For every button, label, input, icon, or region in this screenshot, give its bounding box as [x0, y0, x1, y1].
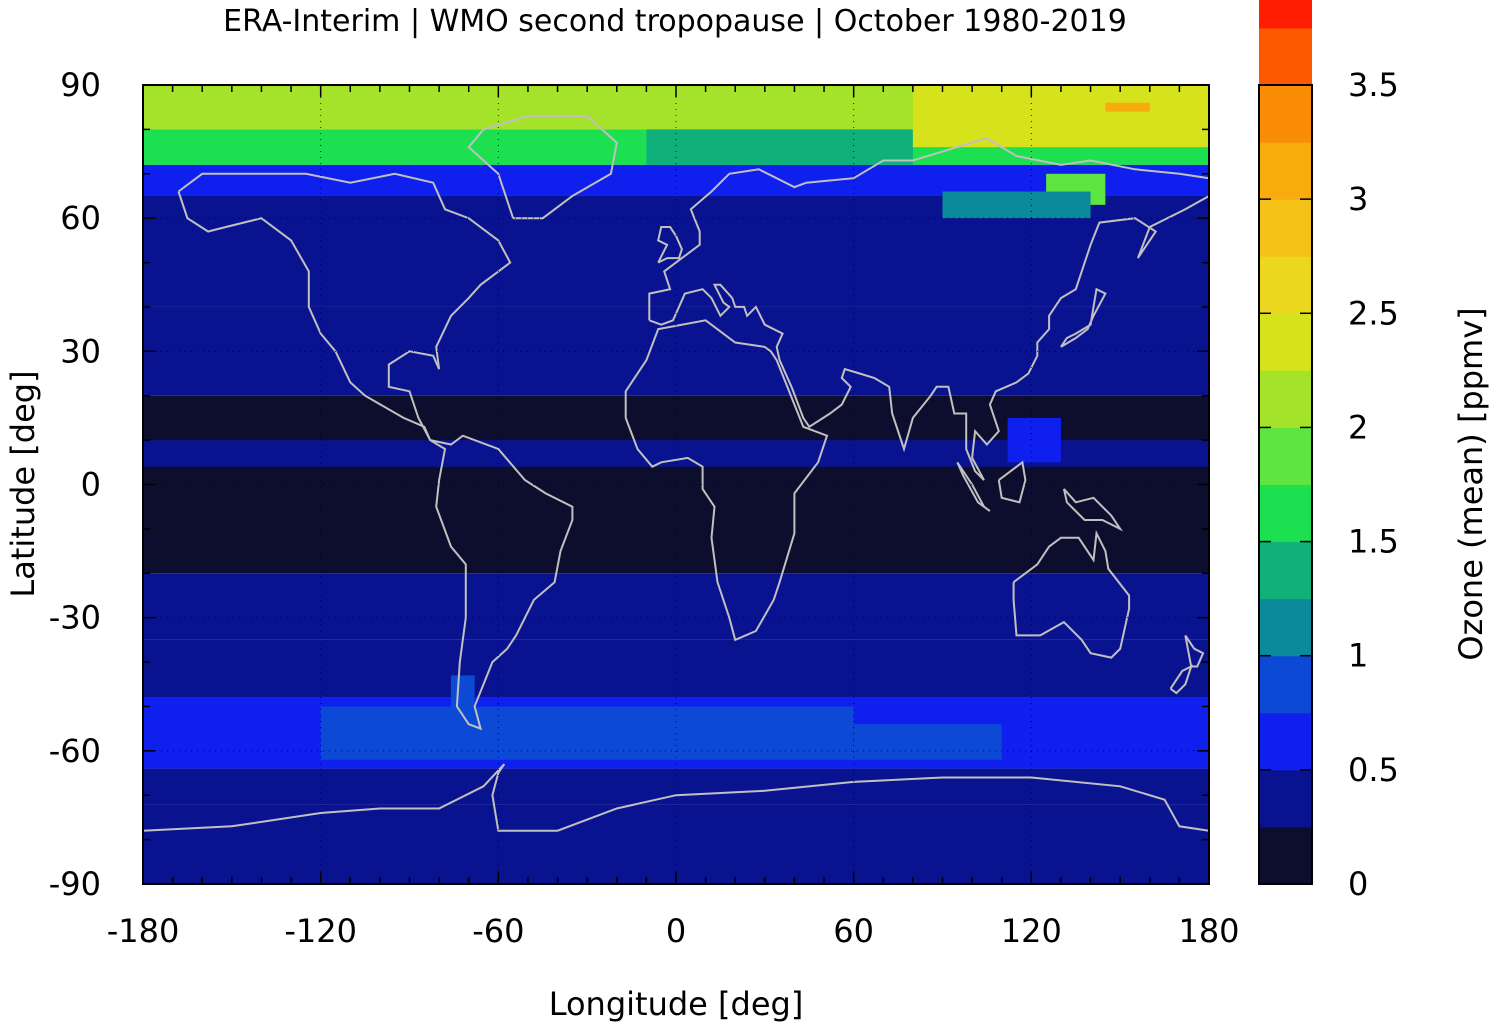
y-tick-label: -30 [49, 599, 101, 637]
x-tick-label: 180 [1178, 912, 1239, 950]
field-feature-2 [853, 724, 1002, 760]
colorbar: 3.5 3 2.5 2 1.5 1 0.5 0 [1258, 0, 1399, 903]
y-axis-label: Latitude [deg] [4, 370, 42, 597]
colorbar-frame [1258, 84, 1313, 885]
coastline-8 [956, 461, 991, 512]
latitude-band-9 [143, 768, 1209, 805]
x-tick-label: 60 [833, 912, 874, 950]
field-feature-9 [1007, 417, 1061, 463]
colorbar-tick-label: 0.5 [1348, 751, 1399, 789]
grid-lines [143, 85, 1209, 884]
x-tick-label: 0 [666, 912, 686, 950]
colorbar-swatch [1259, 484, 1312, 543]
colorbar-swatch [1259, 199, 1312, 257]
colorbar-swatch [1259, 85, 1312, 143]
coastline-9 [997, 460, 1027, 504]
colorbar-swatch [1259, 427, 1312, 485]
colorbar-swatch [1259, 0, 1312, 29]
colorbar-swatch [1259, 598, 1312, 657]
coastline-7 [1060, 287, 1107, 348]
colorbar-tick-label: 2 [1348, 408, 1368, 446]
x-tick-label: -60 [472, 912, 524, 950]
colorbar-swatch [1259, 142, 1312, 200]
colorbar-swatch [1259, 769, 1312, 828]
field-feature-8 [942, 191, 1091, 219]
coastline-0 [177, 172, 574, 731]
latitude-band-2 [143, 164, 1209, 196]
colorbar-label: Ozone (mean) [ppmv] [1452, 307, 1490, 660]
colorbar-swatch [1259, 655, 1312, 714]
y-tick-label: 90 [60, 66, 101, 104]
colorbar-swatch [1259, 712, 1312, 771]
coastline-2 [624, 319, 829, 642]
coastline-11 [1184, 634, 1205, 668]
coastline-3 [648, 137, 1210, 481]
colorbar-tick-label: 0 [1348, 865, 1368, 903]
chart-title: ERA-Interim | WMO second tropopause | Oc… [223, 4, 1127, 39]
colorbar-tick-label: 1.5 [1348, 523, 1399, 561]
coastline-4 [1012, 529, 1131, 659]
field-feature-3 [450, 675, 475, 729]
colorbar-swatch [1259, 826, 1312, 885]
colorbar-swatch [1259, 541, 1312, 600]
coastline-10 [1062, 488, 1124, 532]
field-feature-4 [646, 129, 913, 165]
x-tick-label: -180 [107, 912, 180, 950]
x-axis-label: Longitude [deg] [549, 985, 804, 1023]
colorbar-tick-label: 2.5 [1348, 294, 1399, 332]
latitude-band-7 [143, 639, 1209, 698]
y-tick-label: -90 [49, 865, 101, 903]
coastline-5 [142, 763, 1210, 832]
coastlines-overlay [142, 115, 1210, 832]
colorbar-swatch [1259, 370, 1312, 428]
colorbar-tick-label: 3.5 [1348, 66, 1399, 104]
y-tick-label: 60 [60, 199, 101, 237]
latitude-band-6 [143, 573, 1209, 640]
axes: -180 -120 -60 0 60 120 180 90 60 30 0 -30 -60 -90 [49, 66, 1240, 950]
field-feature-5 [912, 85, 1209, 148]
colorbar-swatch [1259, 313, 1312, 371]
x-tick-label: 120 [1001, 912, 1062, 950]
colorbar-swatch [1259, 27, 1312, 86]
coastline-12 [1169, 664, 1193, 695]
coastline-6 [657, 226, 683, 264]
field-feature-6 [1105, 102, 1150, 112]
coastline-1 [467, 115, 618, 220]
colorbar-tick-label: 3 [1348, 180, 1368, 218]
y-tick-label: 0 [81, 466, 101, 504]
colorbar-swatch [1259, 256, 1312, 314]
y-tick-label: 30 [60, 332, 101, 370]
field-feature-1 [320, 706, 854, 760]
colorbar-tick-label: 1 [1348, 637, 1368, 675]
y-tick-label: -60 [49, 732, 101, 770]
x-tick-label: -120 [284, 912, 357, 950]
